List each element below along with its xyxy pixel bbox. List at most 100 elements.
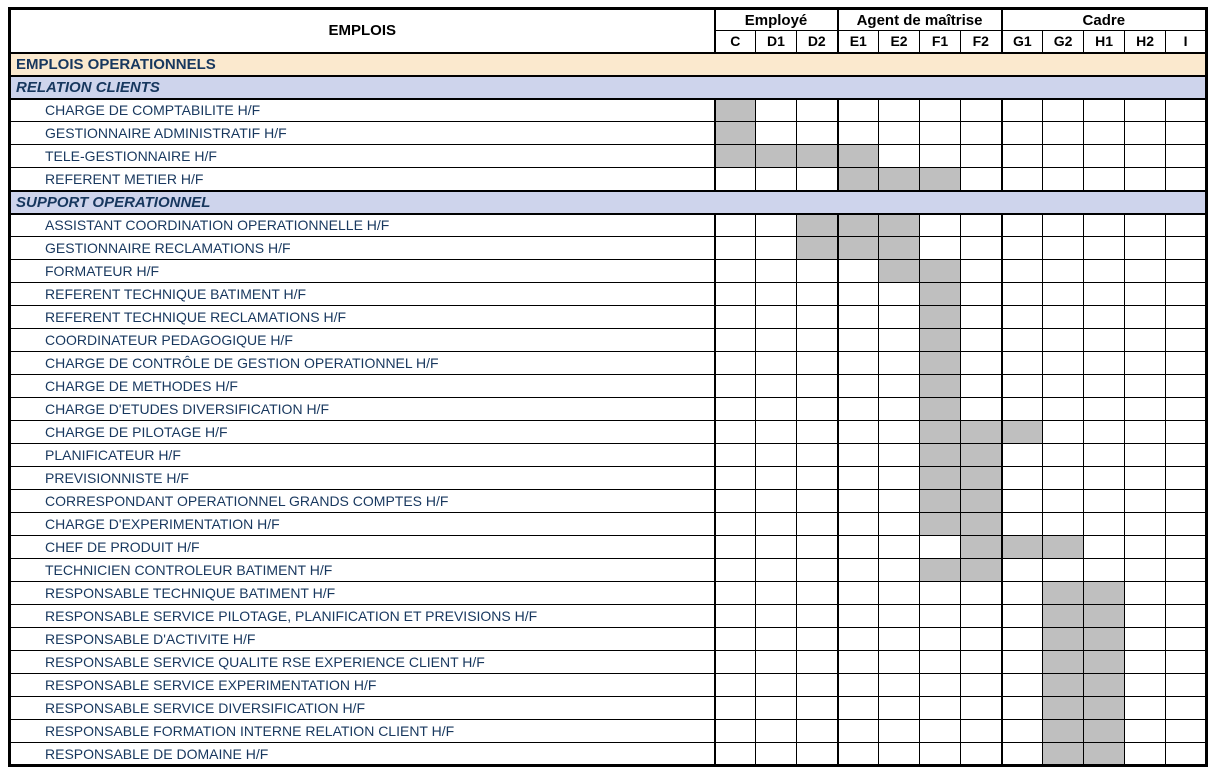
grade-cell-i — [1165, 512, 1208, 536]
grade-cell-f2 — [960, 558, 1003, 582]
grade-cell-e1 — [836, 282, 880, 306]
grade-cell-h1 — [1083, 328, 1126, 352]
job-name-cell: RESPONSABLE SERVICE EXPERIMENTATION H/F — [9, 673, 715, 697]
table-row: CHARGE DE PILOTAGE H/F — [9, 420, 1208, 444]
grade-cell-g1 — [1000, 558, 1044, 582]
grade-cell-d2 — [795, 144, 839, 168]
grade-cell-g2 — [1042, 558, 1085, 582]
grade-cell-d2 — [795, 604, 839, 628]
grade-cell-g2 — [1042, 397, 1085, 421]
grade-cell-e2 — [878, 604, 921, 628]
job-name-cell: RESPONSABLE TECHNIQUE BATIMENT H/F — [9, 581, 715, 605]
grade-cell-h1 — [1083, 305, 1126, 329]
grade-cell-e1 — [836, 305, 880, 329]
grade-cell-c — [713, 604, 756, 628]
grade-cell-h1 — [1083, 167, 1126, 191]
grade-cell-h2 — [1124, 374, 1167, 398]
grade-cell-i — [1165, 719, 1208, 743]
column-header-e2: E2 — [878, 30, 921, 53]
table-row: GESTIONNAIRE RECLAMATIONS H/F — [9, 236, 1208, 260]
grade-cell-h2 — [1124, 236, 1167, 260]
grade-cell-c — [713, 696, 756, 720]
grade-cell-d2 — [795, 236, 839, 260]
grade-cell-d1 — [755, 650, 797, 674]
grade-cell-h2 — [1124, 673, 1167, 697]
grade-cell-h1 — [1083, 673, 1126, 697]
grade-cell-d1 — [755, 604, 797, 628]
table-row: REFERENT METIER H/F — [9, 167, 1208, 191]
grade-cell-i — [1165, 328, 1208, 352]
grade-cell-f2 — [960, 466, 1003, 490]
grade-cell-d1 — [755, 719, 797, 743]
grade-cell-d1 — [755, 328, 797, 352]
grade-cell-d2 — [795, 489, 839, 513]
table-row: CHARGE DE COMPTABILITE H/F — [9, 98, 1208, 122]
grade-cell-f1 — [919, 742, 962, 766]
grade-cell-e2 — [878, 121, 921, 145]
grade-cell-c — [713, 489, 756, 513]
grade-cell-i — [1165, 581, 1208, 605]
grade-cell-e1 — [836, 121, 880, 145]
grade-cell-e1 — [836, 98, 880, 122]
grade-cell-e1 — [836, 236, 880, 260]
grade-cell-e1 — [836, 673, 880, 697]
grade-cell-g1 — [1000, 719, 1044, 743]
grade-cell-d1 — [755, 351, 797, 375]
grade-cell-f1 — [919, 259, 962, 283]
grade-cell-e2 — [878, 558, 921, 582]
grade-cell-e1 — [836, 443, 880, 467]
grade-cell-h1 — [1083, 696, 1126, 720]
grade-cell-e2 — [878, 167, 921, 191]
grade-cell-d1 — [755, 673, 797, 697]
grade-cell-d1 — [755, 696, 797, 720]
grade-cell-e1 — [836, 213, 880, 237]
grade-cell-d1 — [755, 259, 797, 283]
subsection-header-row: RELATION CLIENTS — [8, 74, 1208, 100]
grade-cell-h2 — [1124, 466, 1167, 490]
grade-cell-c — [713, 581, 756, 605]
column-header-d2: D2 — [795, 30, 839, 53]
table-row: REFERENT TECHNIQUE BATIMENT H/F — [9, 282, 1208, 306]
grade-cell-f1 — [919, 213, 962, 237]
grade-cell-h2 — [1124, 489, 1167, 513]
grade-cell-g1 — [1000, 282, 1044, 306]
grade-cell-g1 — [1000, 236, 1044, 260]
grade-cell-e2 — [878, 535, 921, 559]
grade-cell-f2 — [960, 742, 1003, 766]
grade-cell-g2 — [1042, 328, 1085, 352]
grade-cell-e1 — [836, 604, 880, 628]
grade-cell-i — [1165, 650, 1208, 674]
grade-cell-e1 — [836, 259, 880, 283]
grade-cell-d1 — [755, 558, 797, 582]
grade-cell-i — [1165, 98, 1208, 122]
grade-cell-h1 — [1083, 512, 1126, 536]
grade-cell-d2 — [795, 443, 839, 467]
job-name-cell: CHARGE DE COMPTABILITE H/F — [9, 98, 715, 122]
grade-cell-c — [713, 397, 756, 421]
grade-cell-c — [713, 121, 756, 145]
grade-cell-e2 — [878, 581, 921, 605]
grade-cell-h2 — [1124, 167, 1167, 191]
grade-cell-g2 — [1042, 213, 1085, 237]
grade-cell-c — [713, 374, 756, 398]
job-name-cell: FORMATEUR H/F — [9, 259, 715, 283]
grade-cell-d1 — [755, 489, 797, 513]
grade-cell-i — [1165, 696, 1208, 720]
table-row: RESPONSABLE TECHNIQUE BATIMENT H/F — [9, 581, 1208, 605]
grade-cell-d2 — [795, 466, 839, 490]
grade-cell-h2 — [1124, 420, 1167, 444]
grade-cell-g1 — [1000, 489, 1044, 513]
grade-cell-h1 — [1083, 443, 1126, 467]
grade-cell-e1 — [836, 397, 880, 421]
job-name-cell: RESPONSABLE DE DOMAINE H/F — [9, 742, 715, 766]
table-row: RESPONSABLE SERVICE DIVERSIFICATION H/F — [9, 696, 1208, 720]
grade-cell-h1 — [1083, 213, 1126, 237]
grade-cell-e2 — [878, 213, 921, 237]
grade-cell-g2 — [1042, 627, 1085, 651]
column-header-h2: H2 — [1124, 30, 1167, 53]
grade-cell-h1 — [1083, 351, 1126, 375]
job-name-cell: PREVISIONNISTE H/F — [9, 466, 715, 490]
grade-cell-f2 — [960, 627, 1003, 651]
grade-cell-g1 — [1000, 374, 1044, 398]
grade-cell-f2 — [960, 351, 1003, 375]
